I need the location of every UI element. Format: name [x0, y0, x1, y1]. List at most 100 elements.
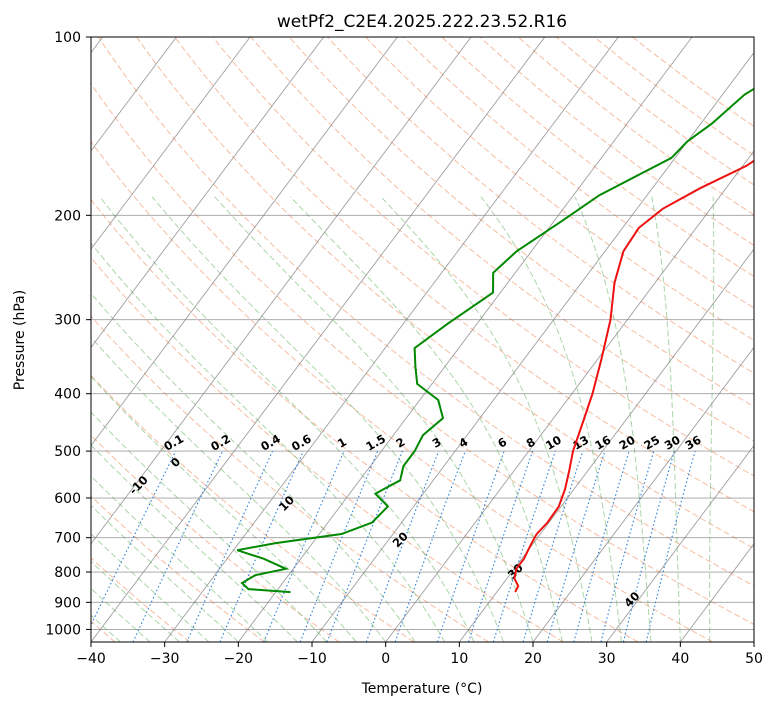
moist-adiabat: [91, 292, 416, 642]
dry-adiabat: [91, 256, 564, 642]
x-tick-label: −10: [297, 651, 327, 667]
mixing-ratio-label: 6: [495, 435, 509, 451]
x-tick-label: −30: [150, 651, 180, 667]
y-tick-label: 900: [54, 595, 81, 611]
dry-adiabat-label: 10: [276, 493, 297, 514]
isotherm: [679, 543, 754, 642]
mixing-ratio-line: [645, 450, 696, 642]
moist-adiabat: [91, 444, 298, 642]
x-tick-label: −40: [76, 651, 106, 667]
mixing-ratio-line: [492, 450, 556, 642]
isotherm: [91, 37, 546, 642]
y-tick-label: 600: [54, 491, 81, 507]
moist-adiabat: [99, 196, 475, 642]
mixing-ratio-label: 25: [641, 433, 662, 453]
mixing-ratio-line: [299, 450, 379, 642]
dry-adiabat: [403, 37, 754, 309]
isotherm: [385, 150, 754, 642]
mixing-ratio-line: [467, 450, 534, 642]
dry-adiabat: [91, 434, 340, 642]
isotherm: [532, 346, 754, 642]
moist-adiabat: [91, 475, 269, 642]
y-tick-label: 800: [54, 565, 81, 581]
mixing-ratio-line: [622, 450, 675, 642]
mixing-ratio-line: [263, 450, 345, 642]
mixing-ratio-label: 4: [456, 435, 470, 451]
moist-adiabat: [380, 196, 593, 642]
mixing-ratio-label: 0.6: [289, 431, 314, 453]
moist-adiabat: [214, 196, 534, 642]
x-tick-label: −20: [224, 651, 254, 667]
y-tick-label: 100: [54, 30, 81, 46]
y-tick-label: 400: [54, 387, 81, 403]
y-tick-label: 700: [54, 531, 81, 547]
y-axis-label: Pressure (hPa): [12, 290, 28, 390]
dry-adiabat: [479, 37, 754, 246]
mixing-ratio-label: 1.5: [363, 431, 388, 453]
mixing-ratio-line: [600, 450, 655, 642]
x-tick-label: 20: [524, 651, 542, 667]
dry-adiabat: [174, 37, 754, 513]
mixing-ratio-line: [91, 450, 177, 627]
dry-adiabat: [288, 37, 754, 408]
mixing-ratio-line: [186, 450, 274, 642]
dry-adiabat: [91, 140, 713, 642]
temperature-line: [513, 159, 754, 593]
mixing-ratio-label: 36: [683, 433, 704, 453]
isotherm: [753, 641, 754, 642]
dry-adiabat: [441, 37, 754, 277]
isotherm: [91, 37, 398, 447]
y-tick-label: 1000: [45, 622, 81, 638]
isobars: [91, 37, 754, 630]
chart-title: wetPf2_C2E4.2025.222.23.52.R16: [277, 12, 567, 32]
moist-adiabat: [91, 587, 151, 642]
dry-adiabat: [365, 37, 754, 341]
moist-adiabat: [91, 560, 180, 642]
moist-adiabat: [651, 196, 681, 642]
mixing-ratio-lines: [91, 450, 696, 642]
dry-adiabat: [250, 37, 754, 442]
isotherm: [91, 37, 325, 349]
moist-adiabat: [91, 336, 387, 642]
moist-adiabats: [91, 196, 715, 642]
x-axis-label: Temperature (°C): [361, 681, 483, 697]
dry-adiabat: [326, 37, 754, 374]
x-axis-ticks: −40 −30 −20 −10 0 10 20 30 40 50: [76, 642, 763, 667]
moist-adiabat: [290, 196, 563, 642]
moist-adiabat: [91, 504, 239, 642]
mixing-ratio-label: 3: [430, 435, 444, 451]
mixing-ratio-labels: 0.1 0.2 0.4 0.6 1 1.5 2 3 4 6 8 10 13 16 20 25 30 36: [161, 431, 703, 453]
mixing-ratio-line: [326, 450, 404, 642]
isotherms: [91, 37, 754, 642]
isotherm: [164, 37, 619, 642]
dry-adiabat: [91, 198, 639, 642]
mixing-ratio-line: [546, 450, 606, 642]
mixing-ratio-label: 30: [662, 433, 683, 453]
dry-adiabat: [136, 37, 754, 549]
mixing-ratio-label: 20: [617, 433, 638, 453]
mixing-ratio-label: 0.2: [208, 432, 233, 454]
y-tick-label: 200: [54, 208, 81, 224]
dry-adiabat: [91, 557, 191, 642]
x-tick-label: 40: [671, 651, 689, 667]
mixing-ratio-line: [436, 450, 505, 642]
dry-adiabats: [91, 37, 754, 642]
isotherm: [91, 37, 177, 152]
mixing-ratio-label: 0.4: [258, 431, 283, 453]
moist-adiabat: [709, 196, 715, 642]
moist-adiabat: [91, 533, 210, 642]
y-tick-label: 500: [54, 444, 81, 460]
mixing-ratio-label: 13: [570, 433, 591, 453]
mixing-ratio-line: [132, 450, 224, 642]
moist-adiabat: [91, 242, 446, 642]
plot-frame: [90, 36, 755, 643]
dry-adiabat: [91, 374, 415, 642]
y-tick-label: 300: [54, 313, 81, 329]
dewpoint-line: [236, 87, 754, 594]
x-tick-label: 30: [598, 651, 616, 667]
x-tick-label: 50: [745, 651, 763, 667]
isotherm: [91, 37, 472, 545]
mixing-ratio-label: 10: [543, 433, 564, 453]
